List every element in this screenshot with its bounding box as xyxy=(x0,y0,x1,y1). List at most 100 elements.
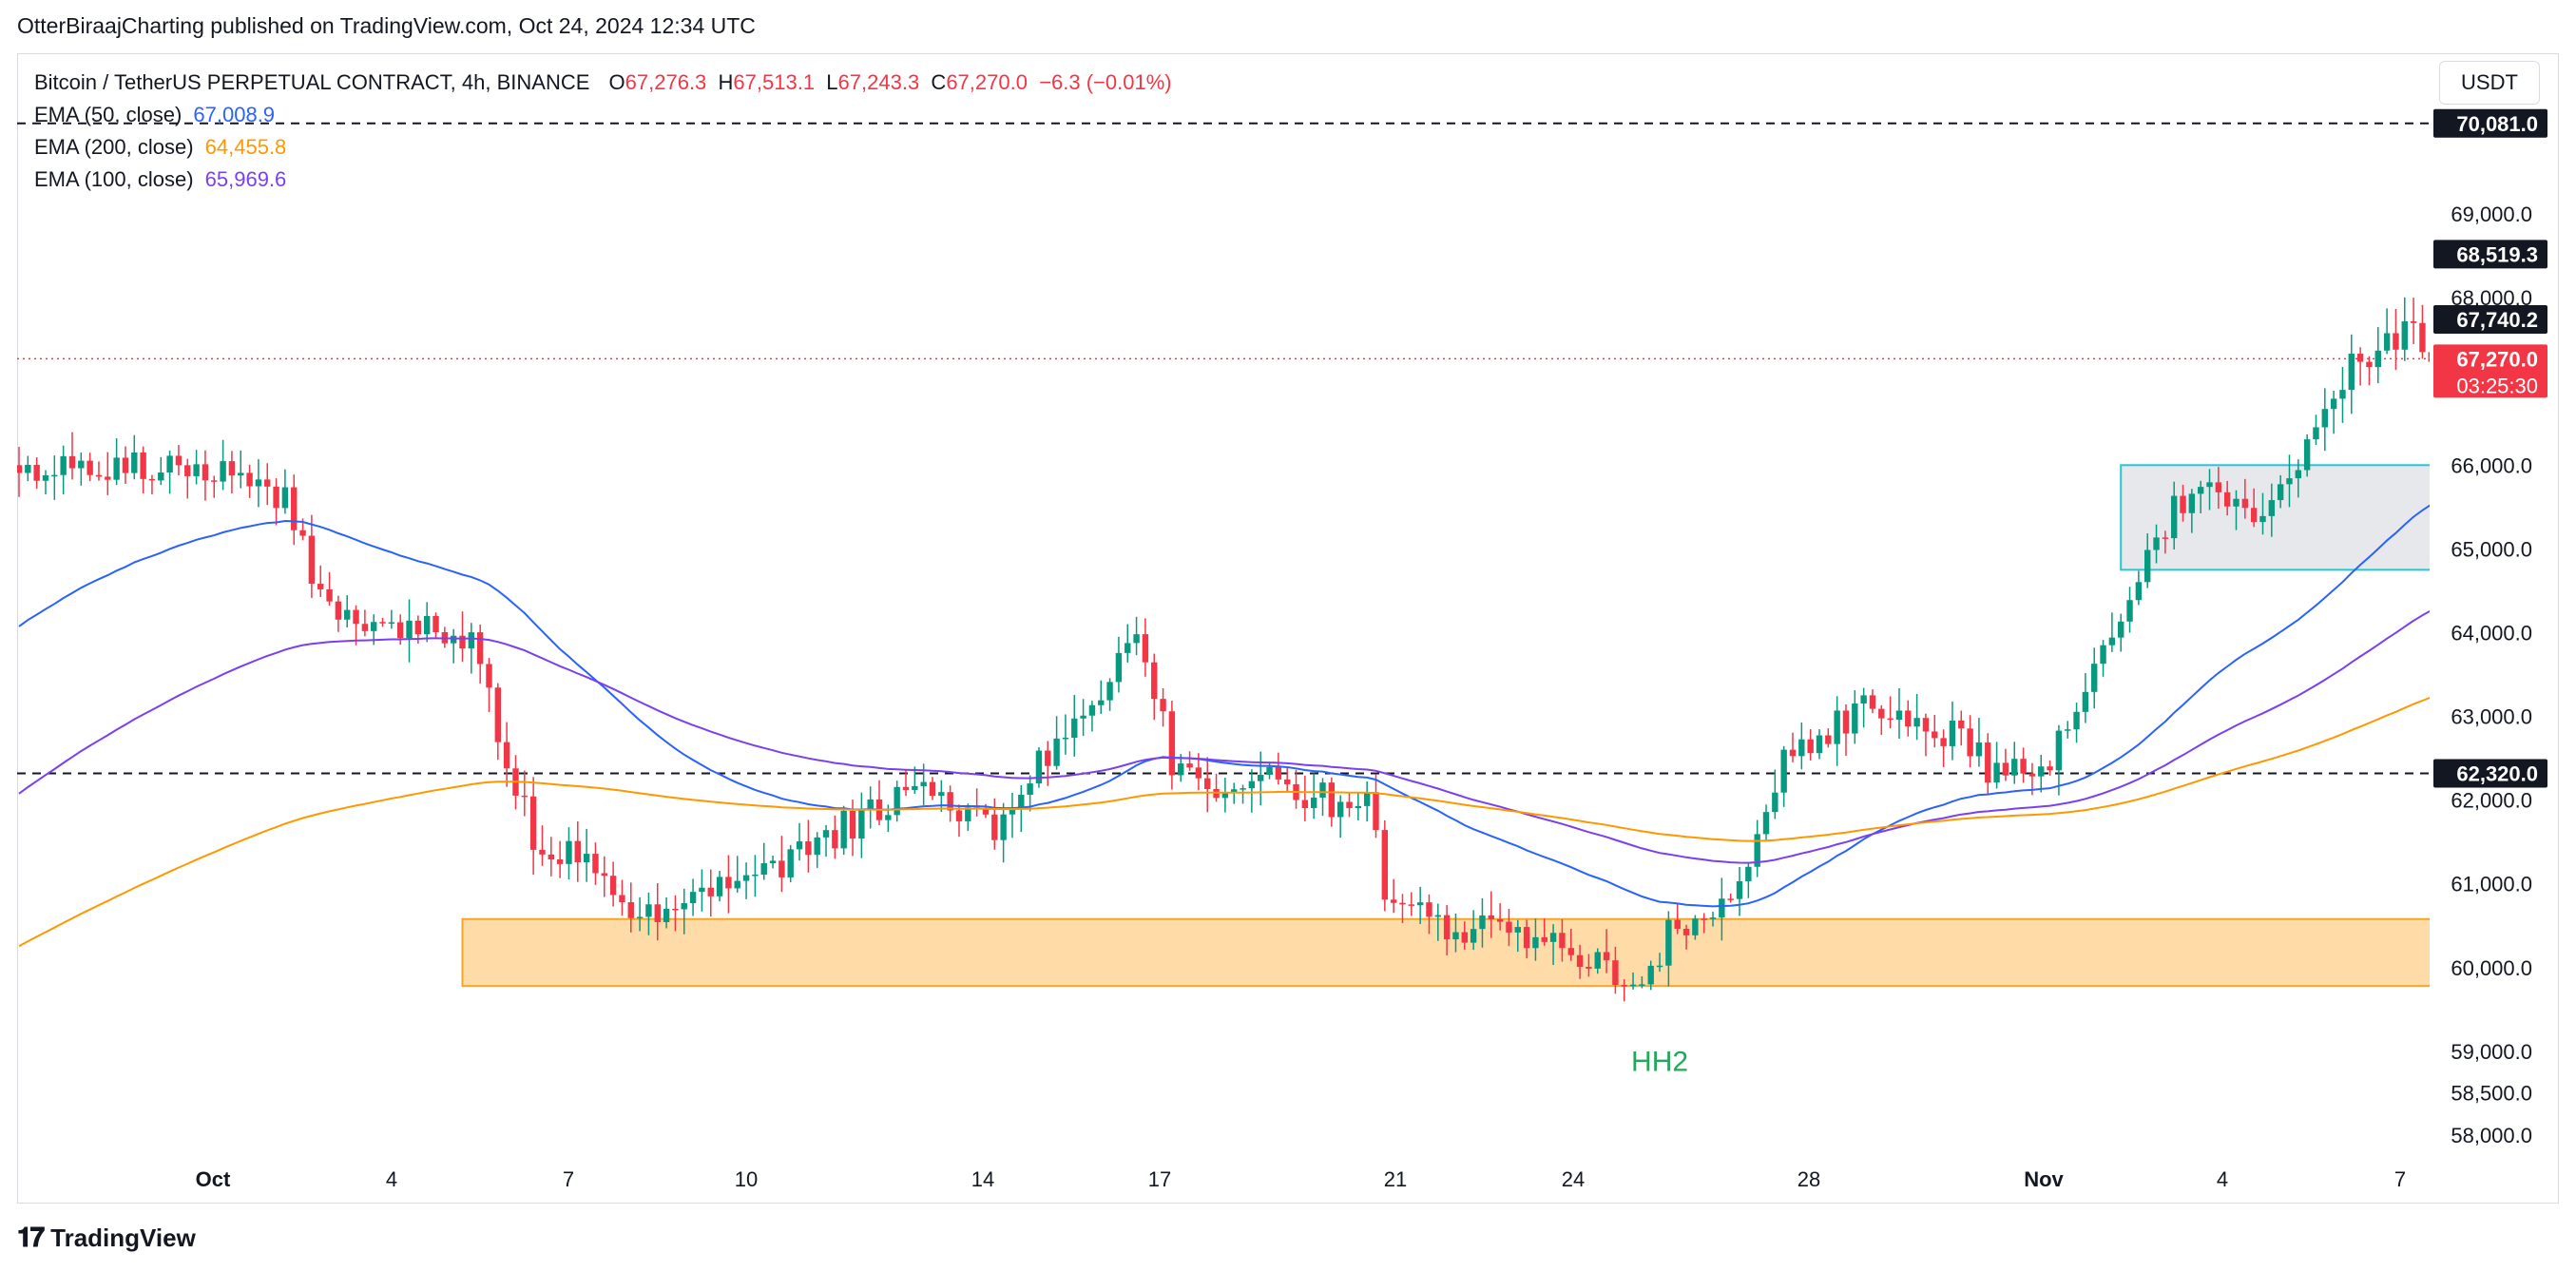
candle-body xyxy=(2206,482,2213,488)
x-tick-label: Nov xyxy=(2024,1167,2064,1191)
candle-body xyxy=(1656,965,1663,968)
x-tick-label: 4 xyxy=(2217,1167,2228,1191)
candle-body xyxy=(2135,582,2143,601)
candle-body xyxy=(1125,643,1131,653)
candle-body xyxy=(699,887,705,893)
candle-body xyxy=(1647,965,1654,985)
candle-body xyxy=(193,464,200,476)
indicator-ema100[interactable]: EMA (100, close) 65,969.6 xyxy=(34,164,1172,196)
candles[interactable] xyxy=(16,199,2576,1002)
candle-body xyxy=(1506,921,1512,933)
candle-body xyxy=(2108,637,2116,646)
candle-body xyxy=(654,904,661,922)
candle-body xyxy=(291,487,298,530)
candle-body xyxy=(503,742,510,769)
candle-body xyxy=(2393,333,2399,350)
candle-body xyxy=(95,474,103,477)
candle-body xyxy=(344,609,351,620)
symbol-title[interactable]: Bitcoin / TetherUS PERPETUAL CONTRACT, 4… xyxy=(34,70,590,94)
candle-body xyxy=(2223,491,2231,507)
indicator-value: 67,008.9 xyxy=(193,103,276,126)
candle-body xyxy=(1301,800,1309,809)
candle-body xyxy=(1151,662,1158,700)
price-label-box[interactable] xyxy=(2433,759,2547,788)
candle-body xyxy=(2464,340,2470,343)
price-label-text: 67,740.2 xyxy=(2456,308,2538,332)
candle-body xyxy=(1178,763,1184,776)
candle-body xyxy=(1727,898,1734,900)
candle-body xyxy=(1160,699,1166,712)
candle-body xyxy=(752,874,759,877)
candle-body xyxy=(1258,774,1264,781)
candle-body xyxy=(1133,634,1140,644)
price-label-text: 67,270.0 xyxy=(2456,347,2538,371)
candle-body xyxy=(1275,766,1282,780)
candle-body xyxy=(1567,948,1574,955)
annotation-label[interactable]: HH2 xyxy=(1631,1046,1688,1077)
candle-body xyxy=(1443,915,1451,940)
candle-body xyxy=(2410,321,2417,323)
y-axis[interactable]: 58,000.0 58,500.0 59,000.0 60,000.0 61,000.0… xyxy=(2433,108,2547,1147)
candle-body xyxy=(1549,933,1557,942)
indicator-ema50[interactable]: EMA (50, close) 67,008.9 xyxy=(34,99,1172,131)
candle-body xyxy=(548,854,554,860)
ema-50-line[interactable] xyxy=(18,293,2576,908)
candle-body xyxy=(1985,742,1991,783)
open-label: O xyxy=(608,70,625,94)
candle-body xyxy=(1221,792,1229,799)
candle-body xyxy=(353,609,359,625)
candle-body xyxy=(663,909,670,922)
candle-body xyxy=(982,808,990,815)
price-label-box[interactable] xyxy=(2433,108,2547,138)
candle-body xyxy=(1825,735,1832,744)
candle-body xyxy=(920,781,927,786)
candle-body xyxy=(1878,708,1885,719)
candle-body xyxy=(539,849,546,855)
indicator-ema200[interactable]: EMA (200, close) 64,455.8 xyxy=(34,131,1172,164)
candle-body xyxy=(601,873,607,877)
x-tick-label: 14 xyxy=(971,1167,994,1191)
candle-body xyxy=(787,849,794,877)
currency-button[interactable]: USDT xyxy=(2439,61,2540,105)
y-tick-label: 65,000.0 xyxy=(2451,537,2532,561)
y-tick-label: 62,000.0 xyxy=(2451,789,2532,813)
x-axis[interactable]: Oct 4 7 10 14 17 21 24 28 Nov 4 7 xyxy=(196,1167,2406,1191)
candle-body xyxy=(1470,929,1477,943)
candle-body xyxy=(308,535,316,585)
ema-200-line[interactable] xyxy=(18,458,2576,948)
candle-body xyxy=(2011,759,2018,776)
price-label-box[interactable] xyxy=(2433,344,2547,398)
candle-body xyxy=(459,635,466,649)
candle-body xyxy=(627,902,634,918)
x-tick-label: 24 xyxy=(1562,1167,1585,1191)
candle-body xyxy=(742,875,750,881)
candle-body xyxy=(2100,645,2106,665)
y-tick-label: 64,000.0 xyxy=(2451,621,2532,645)
candle-body xyxy=(175,455,183,466)
candle-body xyxy=(1842,710,1850,734)
candle-body xyxy=(1603,952,1610,961)
candle-body xyxy=(1701,918,1707,920)
brand-name: TradingView xyxy=(50,1224,196,1252)
candle-body xyxy=(166,455,173,473)
price-label-box[interactable] xyxy=(2433,304,2547,334)
plot-area[interactable]: HH2HH3 xyxy=(16,96,2576,1077)
change-value: −6.3 (−0.01%) xyxy=(1039,70,1172,94)
candle-body xyxy=(2233,498,2240,507)
price-label-text: 70,081.0 xyxy=(2456,112,2538,136)
price-label-box[interactable] xyxy=(2433,240,2547,269)
ema-100-line[interactable] xyxy=(18,364,2576,864)
candle-body xyxy=(33,464,40,481)
candle-body xyxy=(202,464,209,481)
candle-body xyxy=(2162,537,2169,539)
chart-frame[interactable] xyxy=(17,53,2559,1204)
candle-body xyxy=(140,452,146,479)
indicator-label: EMA (50, close) xyxy=(34,103,183,126)
candle-body xyxy=(396,622,404,639)
candle-body xyxy=(1621,985,1627,987)
candle-body xyxy=(2446,336,2451,337)
candle-body xyxy=(1186,763,1193,768)
candle-body xyxy=(1373,792,1379,831)
candle-body xyxy=(1932,731,1938,739)
